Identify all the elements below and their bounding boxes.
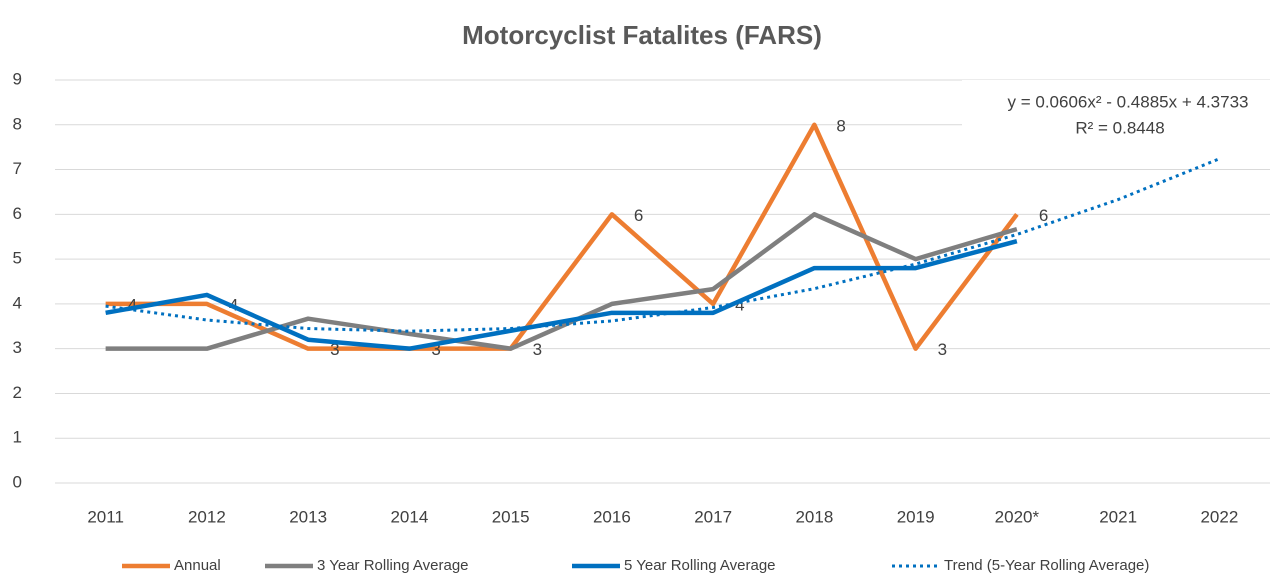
series-line [105,212,1018,351]
y-tick-label: 8 [13,114,22,133]
y-tick-label: 5 [13,249,22,268]
data-label: 6 [1039,206,1048,225]
legend-label: Annual [174,557,221,574]
y-tick-label: 2 [13,383,22,402]
x-tick-label: 2017 [694,507,732,526]
chart-title: Motorcyclist Fatalites (FARS) [462,20,822,50]
x-tick-label: 2018 [795,507,833,526]
annotation-bg [962,80,1284,152]
data-label: 6 [634,206,643,225]
x-tick-label: 2013 [289,507,327,526]
series-line [105,122,1019,351]
y-tick-label: 1 [13,428,22,447]
x-tick-label: 2022 [1200,507,1238,526]
data-label: 4 [735,295,744,314]
data-label: 3 [431,340,440,359]
x-tick-label: 2015 [492,507,530,526]
data-label: 3 [938,340,947,359]
y-tick-label: 7 [13,159,22,178]
annotation: y = 0.0606x² - 0.4885x + 4.3733 [1007,92,1248,111]
x-tick-label: 2016 [593,507,631,526]
x-tick-label: 2012 [188,507,226,526]
data-label: 3 [533,340,542,359]
y-tick-label: 6 [13,204,22,223]
series-line [105,157,1220,333]
series-line [105,239,1018,351]
y-tick-label: 4 [13,293,22,312]
x-tick-label: 2021 [1099,507,1137,526]
legend-label: Trend (5-Year Rolling Average) [944,557,1149,574]
x-tick-label: 2019 [897,507,935,526]
y-tick-label: 3 [13,338,22,357]
annotation: R² = 0.8448 [1075,118,1164,137]
legend-label: 5 Year Rolling Average [624,557,776,574]
x-tick-label: 2011 [87,507,124,526]
data-label: 3 [330,340,339,359]
x-tick-label: 2020* [995,507,1040,526]
legend-label: 3 Year Rolling Average [317,557,469,574]
x-tick-label: 2014 [390,507,428,526]
data-label: 8 [836,116,845,135]
y-tick-label: 0 [13,472,22,491]
data-label: 4 [128,295,137,314]
y-tick-label: 9 [13,69,22,88]
